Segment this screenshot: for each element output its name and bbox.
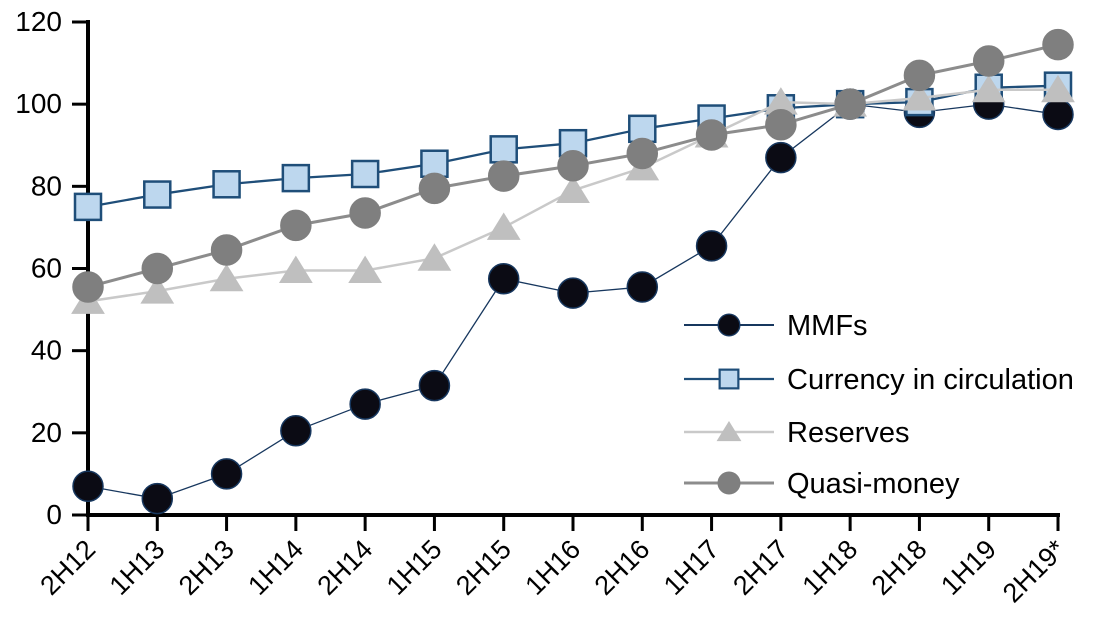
x-tick-label: 2H14	[312, 534, 379, 601]
legend-label: Currency in circulation	[787, 364, 1074, 396]
x-tick-label: 1H13	[104, 534, 171, 601]
data-point	[1041, 74, 1075, 103]
legend-label: Quasi-money	[787, 468, 960, 500]
data-point	[902, 83, 937, 111]
x-tick-label: 1H18	[797, 534, 864, 601]
y-tick-label: 20	[31, 417, 62, 448]
data-point	[1042, 98, 1074, 131]
data-point	[765, 108, 797, 141]
y-tick-label: 100	[15, 88, 62, 119]
y-tick-label: 120	[15, 6, 62, 37]
legend-item-currency-in-circulation: Currency in circulation	[684, 364, 1074, 396]
x-tick-label: 2H19*	[997, 534, 1072, 609]
data-point	[280, 209, 312, 242]
data-point	[72, 470, 104, 502]
data-point	[487, 160, 520, 192]
data-point	[695, 230, 728, 262]
legend-label: MMFs	[787, 310, 868, 342]
data-point	[349, 197, 381, 229]
x-tick-label: 1H15	[381, 534, 448, 601]
data-point	[417, 243, 452, 271]
data-point	[141, 482, 174, 515]
x-tick-label: 2H15	[450, 534, 517, 601]
data-point	[489, 135, 518, 164]
y-tick-label: 60	[31, 253, 62, 284]
legend-label: Reserves	[787, 417, 910, 449]
x-tick-label: 1H19	[935, 534, 1002, 601]
data-point	[278, 255, 313, 284]
x-tick-label: 2H16	[589, 534, 656, 601]
data-point	[141, 252, 174, 285]
legend-item-reserves: Reserves	[684, 417, 910, 449]
x-tick-label: 2H17	[727, 534, 794, 601]
legend: MMFs Currency in circulation Reserves Quasi…	[684, 310, 1074, 500]
data-point	[903, 59, 936, 92]
legend-marker-currency-in-circulation	[718, 368, 740, 390]
data-point	[348, 255, 383, 284]
data-point	[695, 119, 728, 151]
x-tick-label: 2H13	[173, 534, 240, 601]
data-point	[349, 388, 381, 420]
legend-marker-mmfs	[717, 313, 741, 337]
x-tick-label: 2H12	[34, 534, 101, 601]
data-point	[72, 271, 104, 303]
data-point	[140, 276, 175, 304]
series-quasi-money	[72, 28, 1074, 303]
y-tick-label: 0	[46, 499, 62, 530]
data-point	[834, 88, 866, 120]
x-tick-label: 1H14	[242, 534, 309, 601]
data-point	[557, 150, 589, 182]
y-tick-label: 40	[31, 335, 62, 366]
legend-item-quasi-money: Quasi-money	[684, 468, 960, 500]
data-point	[557, 277, 589, 309]
data-point	[210, 234, 243, 266]
data-point	[418, 369, 451, 402]
data-point	[210, 458, 243, 490]
data-point	[487, 263, 520, 295]
data-point	[418, 172, 451, 205]
data-point	[626, 137, 659, 170]
data-point	[209, 263, 244, 292]
data-point	[280, 415, 312, 447]
data-point	[765, 141, 797, 174]
x-tick-label: 1H16	[519, 534, 586, 601]
legend-marker-quasi-money	[717, 471, 741, 495]
data-point	[556, 175, 590, 203]
data-point	[73, 192, 103, 222]
data-point	[626, 271, 659, 303]
data-point	[212, 170, 241, 199]
data-point	[486, 212, 521, 240]
data-point	[143, 180, 172, 209]
data-point	[1042, 28, 1074, 61]
legend-item-mmfs: MMFs	[684, 310, 868, 342]
x-tick-label: 1H17	[658, 534, 725, 601]
data-point	[281, 163, 311, 193]
legend-marker-reserves	[716, 420, 742, 442]
y-tick-label: 80	[31, 170, 62, 201]
x-tick-label: 2H18	[866, 534, 933, 601]
data-point	[972, 45, 1005, 77]
data-point	[628, 114, 657, 144]
data-point	[350, 159, 380, 189]
data-point	[971, 74, 1006, 103]
